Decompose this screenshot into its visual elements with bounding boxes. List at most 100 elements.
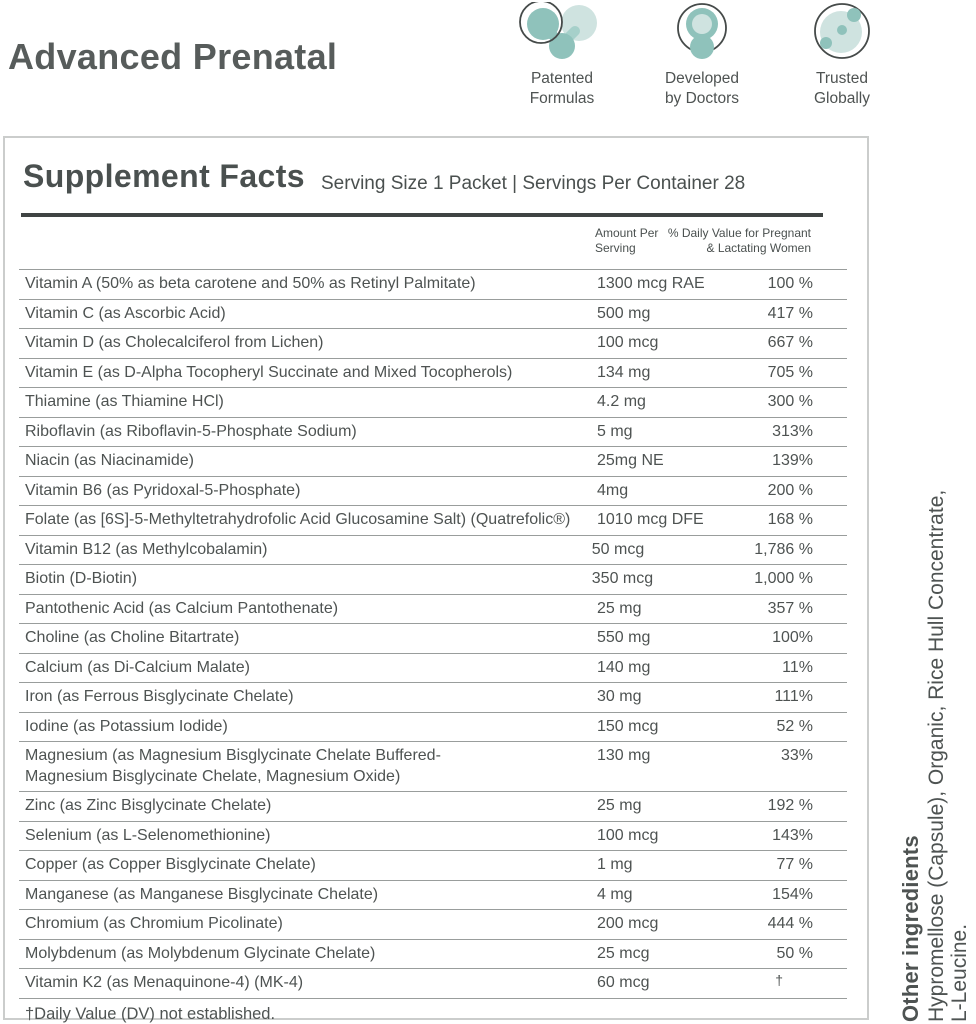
nutrient-name: Iron (as Ferrous Bisglycinate Chelate) [25,688,294,705]
nutrient-daily-value: 168 % [767,511,813,528]
supplement-facts-panel: Supplement Facts Serving Size 1 Packet |… [3,136,869,1023]
nutrient-name: Choline (as Choline Bitartrate) [25,629,240,646]
nutrient-daily-value: 77 % [776,856,813,873]
nutrient-amount: 4 mg [597,885,633,903]
nutrient-name: Vitamin C (as Ascorbic Acid) [25,304,226,322]
nutrient-daily-value: 100 % [767,275,813,292]
nutrient-daily-value: 154% [772,885,813,903]
table-row: Zinc (as Zinc Bisglycinate Chelate) 25 mg… [19,792,847,822]
table-row: Iron (as Ferrous Bisglycinate Chelate) 30… [19,683,847,713]
table-row: Vitamin A (50% as beta carotene and 50% … [19,270,847,300]
table-row: Vitamin D (as Cholecalciferol from Liche… [19,329,847,359]
table-row: Thiamine (as Thiamine HCl) 4.2 mg 300 % [19,388,847,418]
nutrient-daily-value: 313% [772,422,813,440]
nutrient-name: Magnesium (as Magnesium Bisglycinate Che… [25,747,441,785]
nutrient-daily-value: 444 % [767,915,813,932]
nutrient-daily-value: 52 % [776,717,813,735]
column-header-amount: Amount Per Serving [595,226,659,255]
nutrient-daily-value: 417 % [767,304,813,322]
table-row: Vitamin K2 (as Menaquinone-4) (MK-4) 60 m… [19,969,847,999]
column-header-daily-value: % Daily Value for Pregnant & Lactating W… [667,226,811,255]
nutrient-name: Biotin (D-Biotin) [25,570,138,587]
nutrient-name: Pantothenic Acid (as Calcium Pantothenat… [25,599,339,617]
nutrient-amount: 50 mcg [591,540,645,558]
nutrient-daily-value: † [775,972,783,988]
table-row: Pantothenic Acid (as Calcium Pantothenat… [19,595,847,624]
table-row: Riboflavin (as Riboflavin-5-Phosphate So… [19,418,847,447]
table-row: Biotin (D-Biotin) 350 mcg 1,000 % [19,565,847,595]
nutrient-daily-value: 1,000 % [754,570,813,587]
nutrient-daily-value: 139% [772,452,813,469]
daily-value-footnote: †Daily Value (DV) not established. [25,1004,276,1023]
supplement-facts-title: Supplement Facts [23,158,306,194]
nutrient-amount: 4mg [597,481,629,499]
nutrient-name: Copper (as Copper Bisglycinate Chelate) [25,856,316,873]
serving-info: Serving Size 1 Packet | Servings Per Con… [321,173,746,194]
table-row: Calcium (as Di-Calcium Malate) 140 mg 11% [19,654,847,683]
badge-patented-formulas: Patented Formulas [492,2,632,109]
table-row: Molybdenum (as Molybdenum Glycinate Chel… [19,940,847,969]
nutrient-name: Vitamin K2 (as Menaquinone-4) (MK-4) [25,974,304,991]
nutrient-name: Niacin (as Niacinamide) [25,452,194,469]
nutrient-name: Molybdenum (as Molybdenum Glycinate Chel… [25,944,376,962]
nutrient-amount: 30 mg [597,688,642,705]
nutrient-amount: 25 mg [597,797,642,814]
table-row: Vitamin B12 (as Methylcobalamin) 50 mcg 1,… [19,536,847,565]
supplement-facts-table: Vitamin A (50% as beta carotene and 50% … [19,269,847,1024]
nutrient-name: Calcium (as Di-Calcium Malate) [25,658,250,676]
page-title: Advanced Prenatal [8,36,338,77]
nutrient-amount: 150 mcg [597,717,659,735]
table-row: Chromium (as Chromium Picolinate) 200 mcg… [19,910,847,940]
badge-trusted-globally: Trusted Globally [772,2,912,109]
nutrient-daily-value: 357 % [767,599,813,617]
nutrient-amount: 100 mcg [597,826,659,844]
badge-label: Trusted Globally [814,70,870,107]
nutrient-amount: 5 mg [597,422,633,440]
table-row: Iodine (as Potassium Iodide) 150 mcg 52 % [19,713,847,742]
globe-icon [811,2,873,64]
nutrient-amount: 100 mcg [597,334,659,351]
nutrient-amount: 1010 mcg DFE [597,511,704,528]
nutrient-daily-value: 1,786 % [754,540,813,558]
nutrient-daily-value: 111% [774,688,813,705]
badge-developed-by-doctors: Developed by Doctors [632,2,772,109]
doctor-icon [674,2,730,64]
other-ingredients-title: Other ingredients [898,835,923,1022]
nutrient-amount: 140 mg [597,658,651,676]
nutrient-daily-value: 143% [772,826,813,844]
table-row: Manganese (as Manganese Bisglycinate Che… [19,881,847,910]
nutrient-name: Riboflavin (as Riboflavin-5-Phosphate So… [25,422,357,440]
feature-badges: Patented Formulas Developed by Doctors T… [492,2,912,109]
nutrient-amount: 1 mg [597,856,633,873]
table-row: Choline (as Choline Bitartrate) 550 mg 100… [19,624,847,654]
nutrient-amount: 25 mg [597,599,642,617]
other-ingredients-text: L-Leucine. [948,923,971,1022]
nutrient-name: Vitamin E (as D-Alpha Tocopheryl Succina… [25,363,513,381]
nutrient-daily-value: 100% [772,629,813,646]
nutrient-name: Manganese (as Manganese Bisglycinate Che… [25,885,379,903]
badge-label: Patented Formulas [529,70,595,107]
nutrient-daily-value: 705 % [767,363,813,381]
nutrient-amount: 60 mcg [597,974,650,991]
nutrient-amount: 25 mcg [597,944,650,962]
nutrient-name: Zinc (as Zinc Bisglycinate Chelate) [25,797,272,814]
table-row: Vitamin C (as Ascorbic Acid) 500 mg 417 % [19,300,847,329]
nutrient-amount: 134 mg [597,363,651,381]
nutrient-amount: 200 mcg [597,915,659,932]
nutrient-daily-value: 11% [782,658,813,676]
table-row: Vitamin B6 (as Pyridoxal-5-Phosphate) 4mg… [19,477,847,506]
badge-label: Developed by Doctors [664,70,740,107]
nutrient-amount: 550 mg [597,629,651,646]
table-row: Copper (as Copper Bisglycinate Chelate) 1… [19,851,847,881]
nutrient-name: Vitamin B12 (as Methylcobalamin) [25,540,268,558]
nutrient-amount: 1300 mcg RAE [597,275,705,292]
nutrient-name: Vitamin B6 (as Pyridoxal-5-Phosphate) [25,481,301,499]
other-ingredients: Other ingredients Hypromellose (Capsule)… [897,470,971,1022]
nutrient-name: Chromium (as Chromium Picolinate) [25,915,283,932]
table-row: Magnesium (as Magnesium Bisglycinate Che… [19,742,847,792]
table-row: Vitamin E (as D-Alpha Tocopheryl Succina… [19,359,847,388]
header-rule [21,213,823,217]
nutrient-amount: 350 mcg [591,570,654,587]
nutrient-name: Iodine (as Potassium Iodide) [25,717,228,735]
nutrient-amount: 130 mg [597,747,651,764]
